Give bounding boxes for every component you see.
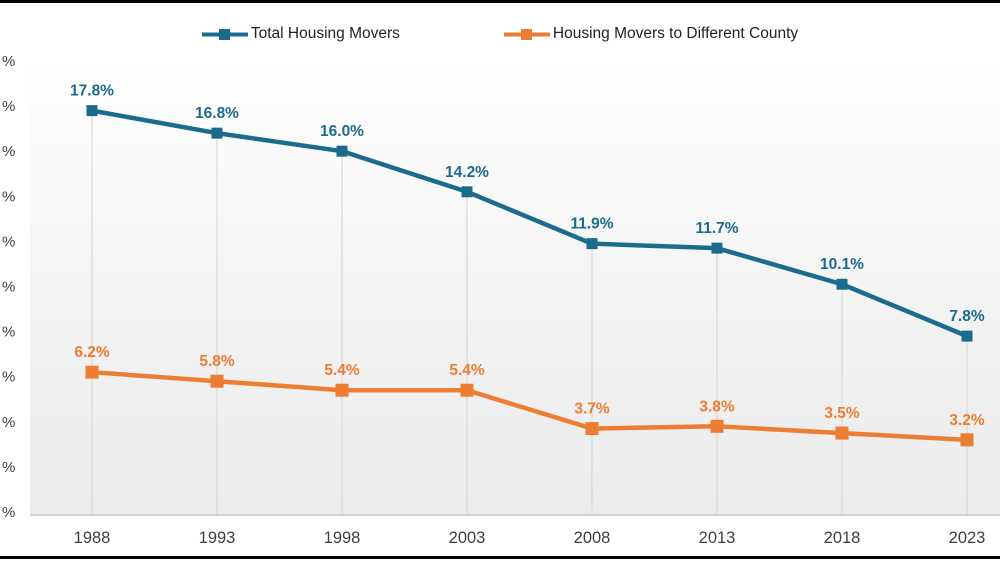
- y-axis-tick-label: %: [2, 369, 15, 386]
- series-line-total-housing-movers: [91, 108, 968, 339]
- data-point-marker: [586, 238, 598, 250]
- data-point-marker: [836, 278, 848, 290]
- x-axis-tick-label: 2023: [949, 529, 986, 547]
- series-line-movers-different-county: [91, 369, 968, 443]
- x-axis-tick-label: 2018: [824, 529, 861, 547]
- data-point-marker: [336, 145, 348, 157]
- y-axis-tick-label: %: [2, 143, 15, 160]
- data-point-label: 10.1%: [820, 256, 864, 273]
- y-axis-tick-label: %: [2, 233, 15, 250]
- data-point-marker: [960, 433, 974, 447]
- y-axis-tick-label: %: [2, 188, 15, 205]
- data-point-label: 3.8%: [699, 398, 735, 415]
- data-point-marker: [711, 242, 723, 254]
- top-border-bar: [0, 0, 1000, 3]
- x-axis-tick-label: 1993: [199, 529, 236, 547]
- data-point-label: 6.2%: [74, 344, 110, 361]
- data-point-label: 3.2%: [949, 412, 985, 429]
- data-point-marker: [835, 426, 849, 440]
- data-point-label: 5.8%: [199, 353, 235, 370]
- data-point-label: 16.0%: [320, 123, 364, 140]
- data-point-marker: [710, 419, 724, 433]
- y-axis-tick-label: %: [2, 53, 15, 70]
- data-point-marker: [210, 374, 224, 388]
- x-axis-tick-label: 2008: [574, 529, 611, 547]
- data-point-label: 5.4%: [324, 362, 360, 379]
- y-axis-tick-label: %: [2, 414, 15, 431]
- data-point-label: 16.8%: [195, 105, 239, 122]
- x-axis-tick-label: 1988: [74, 529, 111, 547]
- bottom-border-bar: [0, 556, 1000, 559]
- y-axis-tick-label: %: [2, 459, 15, 476]
- data-point-label: 11.7%: [695, 220, 738, 237]
- y-axis-tick-label: %: [2, 279, 15, 296]
- legend-line-square-marker-icon: [503, 28, 550, 40]
- data-point-label: 3.5%: [824, 405, 860, 422]
- data-point-marker: [86, 105, 98, 117]
- data-point-label: 17.8%: [70, 83, 114, 100]
- chart-legend: Total Housing Movers Housing Movers to Di…: [0, 24, 1000, 44]
- data-point-label: 11.9%: [570, 216, 613, 233]
- data-point-marker: [335, 383, 349, 397]
- x-axis-tick-label: 2003: [449, 529, 486, 547]
- legend-label: Total Housing Movers: [250, 25, 400, 42]
- y-axis-tick-label: %: [2, 324, 15, 341]
- data-point-label: 14.2%: [445, 164, 489, 181]
- data-point-marker: [211, 127, 223, 139]
- x-axis-tick-label: 2013: [699, 529, 736, 547]
- data-point-marker: [961, 330, 973, 342]
- data-point-marker: [585, 422, 599, 436]
- data-point-marker: [461, 186, 473, 198]
- y-axis-tick-label: %: [2, 504, 15, 521]
- legend-item-movers-different-county: Housing Movers to Different County: [503, 25, 799, 43]
- data-point-label: 3.7%: [574, 401, 610, 418]
- x-axis-tick-label: 1998: [324, 529, 361, 547]
- legend-line-square-marker-icon: [201, 28, 248, 40]
- data-point-marker: [460, 383, 474, 397]
- legend-label: Housing Movers to Different County: [552, 25, 799, 42]
- data-point-label: 5.4%: [449, 362, 485, 379]
- data-point-marker: [85, 365, 99, 379]
- y-axis-tick-label: %: [2, 98, 15, 115]
- legend-item-total-housing-movers: Total Housing Movers: [201, 25, 400, 43]
- data-point-label: 7.8%: [949, 308, 985, 325]
